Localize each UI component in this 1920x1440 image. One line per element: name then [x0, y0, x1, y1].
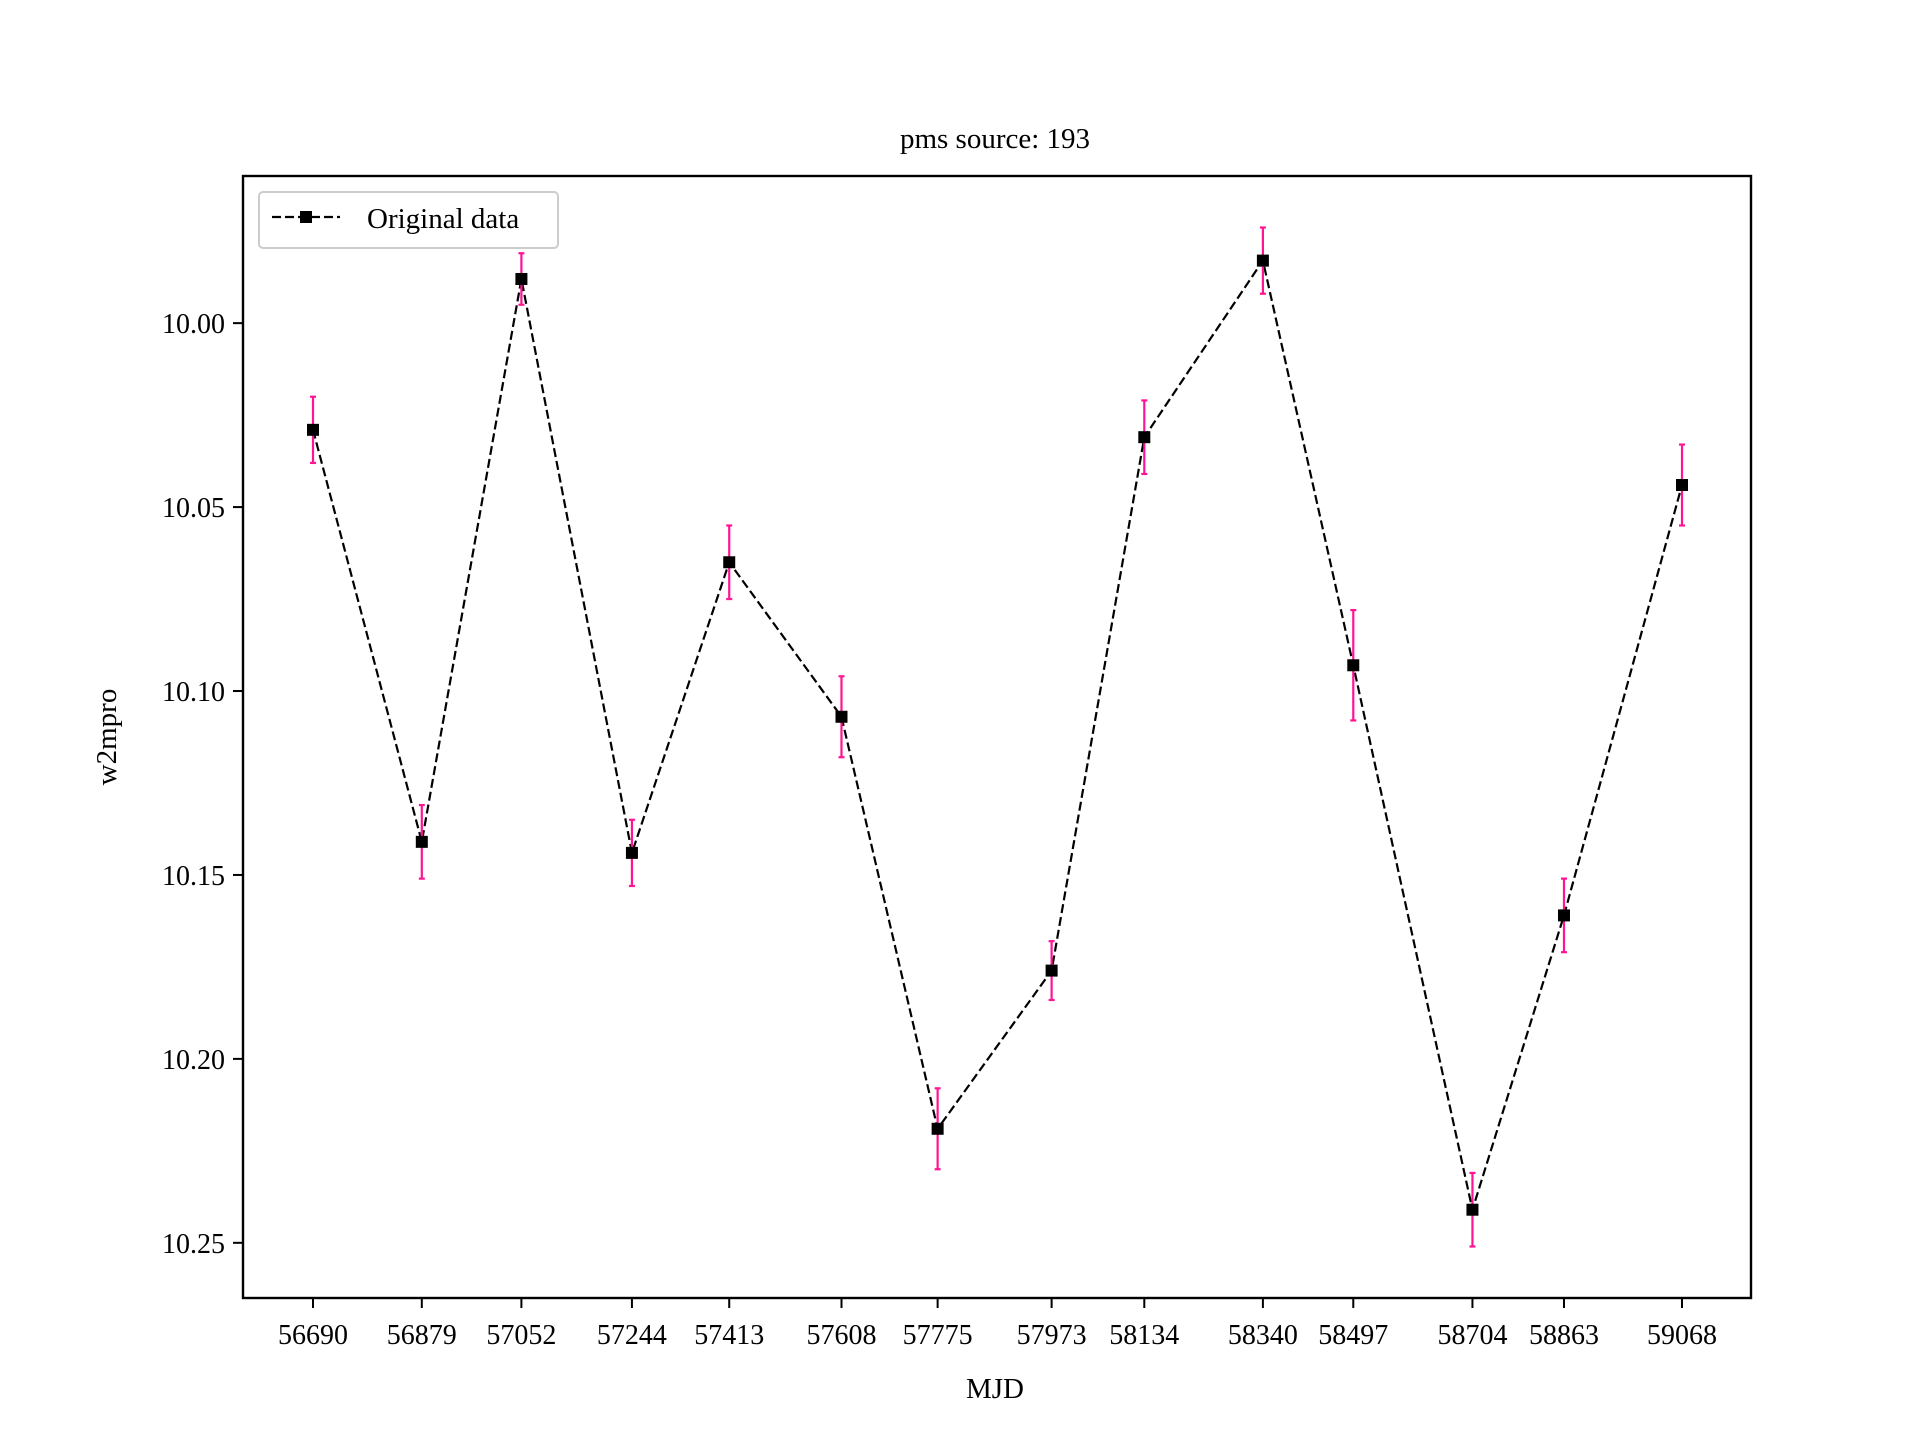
y-tick-label: 10.20	[162, 1045, 225, 1076]
x-tick-label: 58497	[1318, 1320, 1388, 1351]
y-tick-label: 10.05	[162, 493, 225, 524]
x-tick-label: 59068	[1647, 1320, 1717, 1351]
x-tick-label: 57413	[694, 1320, 764, 1351]
x-axis-label: MJD	[966, 1373, 1024, 1405]
x-tick-label: 58340	[1228, 1320, 1298, 1351]
data-point	[1557, 909, 1570, 922]
data-point	[1138, 431, 1151, 444]
x-tick-label: 57052	[486, 1320, 556, 1351]
data-point	[723, 556, 736, 569]
plot-frame	[241, 174, 1753, 1300]
y-axis: 10.00 10.05 10.10 10.15 10.20 10.25	[162, 309, 243, 1260]
x-tick-label: 57244	[597, 1320, 667, 1351]
data-point	[515, 273, 528, 286]
x-tick-label: 57608	[806, 1320, 876, 1351]
x-tick-label: 57973	[1017, 1320, 1087, 1351]
data-point	[1466, 1203, 1479, 1216]
legend-marker-swatch	[300, 211, 312, 223]
x-tick-label: 56690	[278, 1320, 348, 1351]
y-tick-label: 10.25	[162, 1229, 225, 1260]
x-tick-label: 56879	[387, 1320, 457, 1351]
data-point	[835, 710, 848, 723]
data-point	[1676, 479, 1688, 492]
chart-title: pms source: 193	[900, 123, 1090, 155]
x-tick-label: 57775	[903, 1320, 973, 1351]
legend-entry-label: Original data	[367, 203, 519, 235]
y-tick-label: 10.00	[162, 309, 225, 340]
data-point	[1347, 659, 1360, 672]
data-point	[1256, 254, 1269, 267]
data-point	[931, 1122, 944, 1135]
y-tick-label: 10.10	[162, 677, 225, 708]
y-tick-label: 10.15	[162, 861, 225, 892]
series-layer	[307, 226, 1688, 1248]
series-line	[311, 257, 1684, 1215]
data-point	[625, 846, 638, 859]
data-point	[415, 835, 428, 848]
legend: Original data	[258, 191, 559, 249]
x-tick-label: 58134	[1109, 1320, 1179, 1351]
data-point	[307, 423, 319, 436]
x-axis: 56690 56879 57052 57244 57413 57608 57775 57973…	[278, 1298, 1717, 1351]
x-tick-label: 58704	[1437, 1320, 1507, 1351]
y-axis-label: w2mpro	[91, 689, 123, 786]
data-point	[1045, 964, 1058, 977]
x-tick-label: 58863	[1529, 1320, 1599, 1351]
legend-box	[258, 191, 559, 249]
